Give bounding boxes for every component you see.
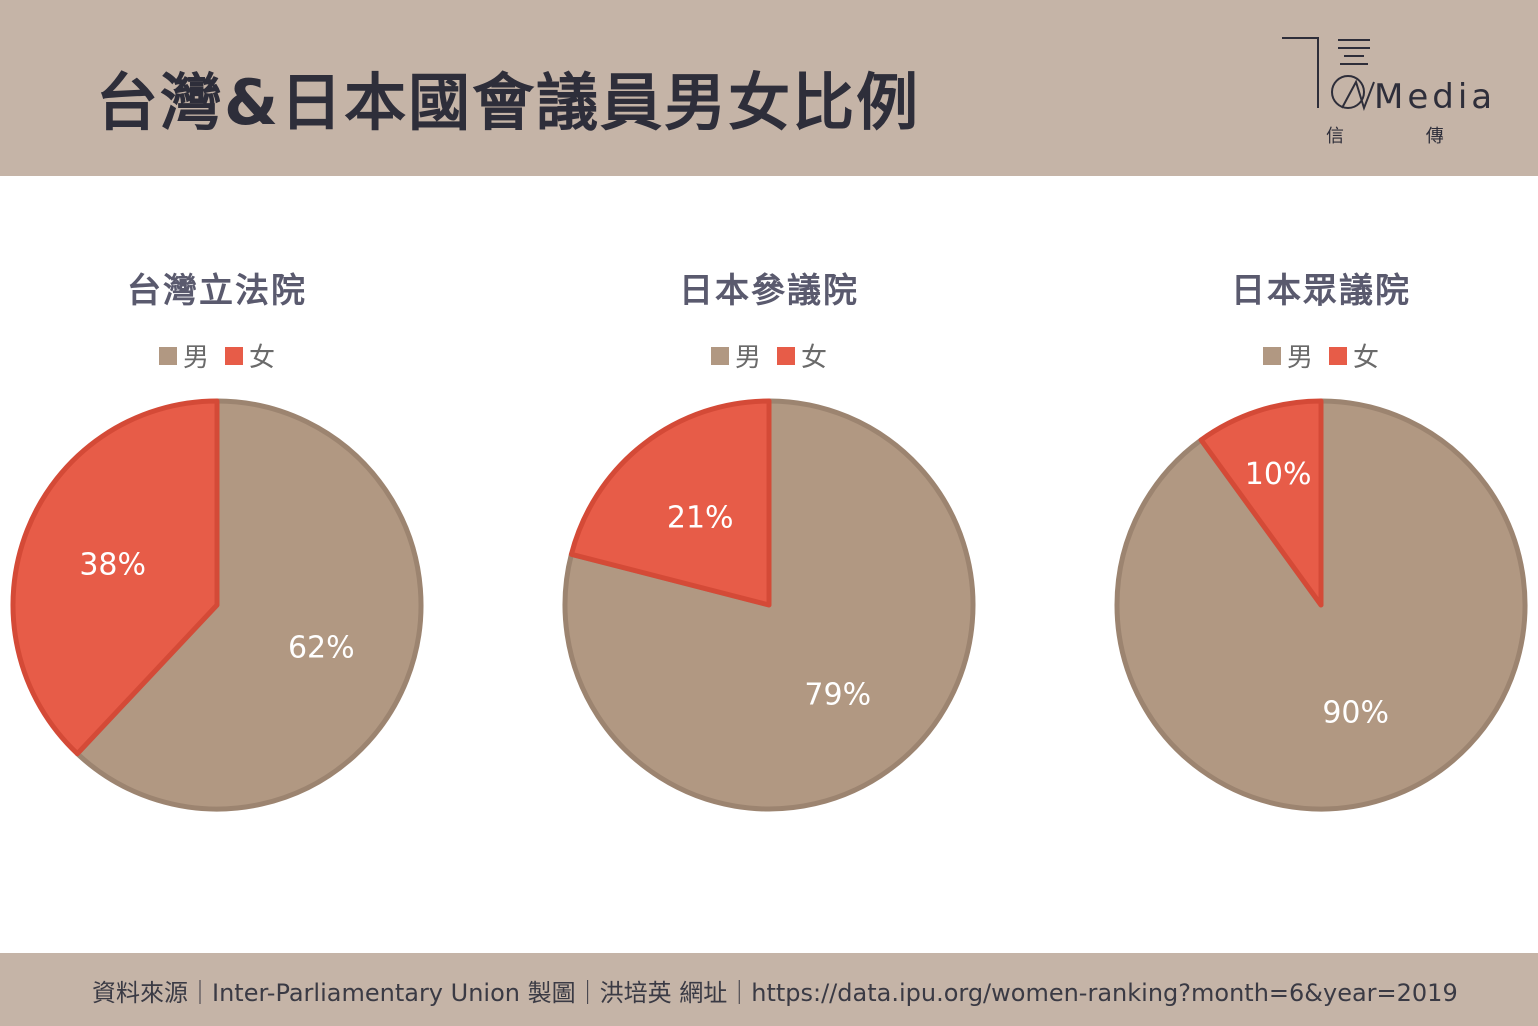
legend: 男 女	[1106, 337, 1536, 374]
logo-text: Media	[1374, 77, 1496, 117]
pie-slice-male	[74, 398, 424, 812]
pie-data-label: 79%	[804, 678, 871, 713]
legend-swatch-male	[1262, 346, 1281, 365]
legend-item-female: 女	[777, 337, 827, 374]
chart-title: 日本參議院	[679, 271, 859, 311]
legend: 男 女	[2, 337, 432, 374]
source-credit: 資料來源｜Inter-Parliamentary Union 製圖｜洪培英 網址…	[92, 979, 1458, 1007]
pie: 90% 10%	[1114, 398, 1528, 812]
legend-label-male: 男	[734, 343, 761, 373]
legend-label-female: 女	[801, 343, 828, 373]
chart-title: 日本眾議院	[1231, 271, 1411, 311]
chart-title: 台灣立法院	[127, 271, 307, 311]
legend: 男 女	[554, 337, 984, 374]
legend-swatch-female	[225, 346, 243, 365]
pie-slice-female	[10, 398, 220, 757]
pie-slice-female	[1198, 398, 1324, 608]
header-band: 台灣&日本國會議員男女比例 Media 信 傳 媒	[0, 0, 1538, 176]
pie-chart-japan-house-of-councillors: 日本參議院 男 女 79% 21%	[554, 255, 984, 825]
legend-item-male: 男	[1262, 337, 1313, 374]
legend-label-male: 男	[182, 343, 209, 373]
pie-data-label: 38%	[79, 548, 146, 583]
pie-data-label: 90%	[1322, 696, 1389, 731]
legend-item-female: 女	[225, 337, 275, 374]
legend-item-female: 女	[1329, 337, 1379, 374]
pie: 79% 21%	[562, 398, 976, 812]
legend-swatch-male	[158, 346, 177, 365]
legend-swatch-male	[710, 346, 729, 365]
pie-chart-japan-house-of-representatives: 日本眾議院 男 女 90% 10%	[1106, 255, 1536, 825]
legend-label-female: 女	[1353, 343, 1380, 373]
pie-data-label: 62%	[288, 630, 355, 665]
footer-band: 資料來源｜Inter-Parliamentary Union 製圖｜洪培英 網址…	[0, 953, 1538, 1026]
logo: Media 信 傳 媒	[1282, 37, 1508, 147]
logo-subtext: 信 傳 媒	[1326, 126, 1508, 147]
pie-slice-female	[568, 398, 772, 608]
pie: 62% 38%	[10, 398, 424, 812]
legend-label-female: 女	[249, 343, 276, 373]
legend-label-male: 男	[1286, 343, 1313, 373]
legend-swatch-female	[777, 346, 795, 365]
legend-item-male: 男	[158, 337, 209, 374]
legend-item-male: 男	[710, 337, 761, 374]
pie-chart-taiwan-legislative-yuan: 台灣立法院 男 女 62% 38%	[2, 255, 432, 825]
pie-data-label: 10%	[1245, 457, 1312, 492]
page-title: 台灣&日本國會議員男女比例	[96, 66, 921, 139]
legend-swatch-female	[1329, 346, 1347, 365]
pie-data-label: 21%	[667, 500, 734, 535]
